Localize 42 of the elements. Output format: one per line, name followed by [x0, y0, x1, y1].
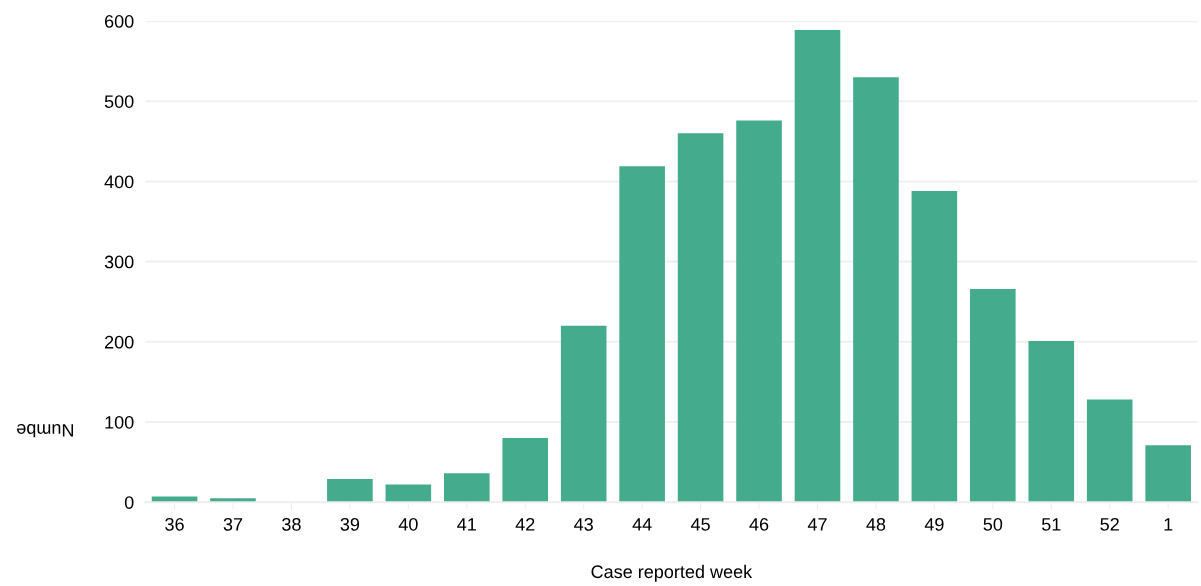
bar: [970, 288, 1016, 503]
x-tick-label: 46: [749, 517, 769, 531]
x-tick-label: 37: [223, 517, 243, 531]
x-tick-label: 44: [632, 518, 652, 531]
x-tick-label: 42: [515, 517, 535, 531]
bar: [619, 166, 665, 503]
bar: [560, 325, 607, 503]
bar: [677, 133, 724, 503]
x-tick-label: 49: [924, 517, 944, 531]
x-tick-label: 40: [398, 517, 418, 531]
bar: [736, 120, 782, 503]
bar: [502, 438, 549, 503]
bar: [1086, 399, 1133, 503]
x-tick-label: 51: [1041, 518, 1061, 531]
x-tick-label: 45: [690, 518, 710, 531]
y-tick-label: 600: [105, 15, 134, 28]
bar: [327, 478, 373, 503]
x-tick-label: 50: [983, 517, 1003, 531]
x-axis-title: Case reported week: [591, 564, 753, 582]
x-tick-label: 48: [866, 517, 886, 531]
bar: [1145, 445, 1191, 503]
bar: [794, 29, 841, 503]
y-tick-label: 100: [105, 415, 134, 429]
bar: [853, 77, 899, 503]
x-tick-label: 41: [457, 518, 476, 531]
bar: [385, 484, 432, 503]
bar: [1028, 341, 1075, 503]
x-tick-label: 47: [807, 518, 827, 531]
x-tick-label: 38: [282, 517, 301, 531]
y-axis-title: Numbe: [17, 423, 73, 438]
x-tick-label: 43: [574, 517, 593, 531]
x-tick-label: 52: [1100, 517, 1119, 531]
x-tick-label: 39: [340, 517, 360, 531]
y-tick-label: 500: [104, 95, 134, 108]
y-tick-label: 300: [104, 255, 134, 269]
bar: [911, 191, 958, 503]
bar: [443, 473, 490, 503]
y-tick-label: 0: [124, 496, 134, 509]
y-tick-label: 200: [105, 335, 134, 349]
x-tick-label: 36: [165, 517, 184, 531]
y-tick-label: 400: [104, 175, 134, 189]
x-tick-label: 1: [1164, 518, 1173, 531]
